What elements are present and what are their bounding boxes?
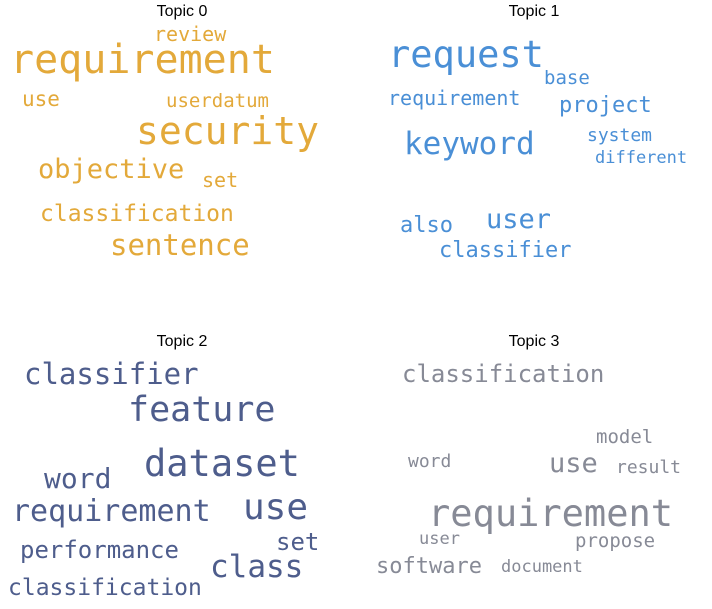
panel-title: Topic 1 xyxy=(508,3,560,20)
cloud-word: word xyxy=(408,451,452,472)
cloud-word: word xyxy=(44,462,112,495)
cloud-word: performance xyxy=(20,536,179,564)
cloud-word: classification xyxy=(8,575,202,601)
wordcloud-panel-topic-2: Topic 2 classifier feature dataset word use re… xyxy=(0,332,356,609)
cloud-word: system xyxy=(587,125,653,146)
cloud-word: requirement xyxy=(12,494,211,529)
cloud-word: requirement xyxy=(388,86,521,110)
cloud-word: request xyxy=(388,33,544,76)
cloud-word: software xyxy=(376,554,482,579)
cloud-word: different xyxy=(595,148,688,168)
cloud-word: model xyxy=(596,426,654,448)
cloud-word: sentence xyxy=(110,228,250,262)
panel-title: Topic 0 xyxy=(156,3,208,20)
cloud-word: use xyxy=(243,487,309,528)
cloud-word: base xyxy=(544,67,590,89)
cloud-word: class xyxy=(210,549,304,585)
cloud-word: review xyxy=(154,22,227,46)
panel-title: Topic 2 xyxy=(156,333,208,350)
wordcloud-panel-topic-1: Topic 1 request base requirement project keyw… xyxy=(356,0,712,277)
cloud-word: classifier xyxy=(439,238,572,263)
cloud-word: result xyxy=(616,457,682,478)
cloud-word: set xyxy=(276,528,320,556)
cloud-word: user xyxy=(486,204,552,235)
panel-title: Topic 3 xyxy=(508,333,560,350)
cloud-word: dataset xyxy=(144,442,300,485)
wordcloud-panel-topic-3: Topic 3 classification model word use result r… xyxy=(356,332,712,609)
cloud-word: project xyxy=(559,93,652,118)
cloud-word: classifier xyxy=(24,357,199,391)
cloud-word: keyword xyxy=(404,126,535,162)
cloud-word: security xyxy=(136,109,320,153)
cloud-word: userdatum xyxy=(166,90,269,112)
cloud-word: requirement xyxy=(10,37,275,83)
cloud-word: use xyxy=(549,448,598,479)
cloud-word: requirement xyxy=(428,492,674,535)
cloud-word: user xyxy=(419,529,460,549)
cloud-word: propose xyxy=(575,530,656,552)
cloud-word: classification xyxy=(402,360,605,388)
cloud-word: classification xyxy=(40,201,234,227)
wordcloud-panel-topic-0: Topic 0 review requirement use userdatum secu… xyxy=(0,0,356,277)
cloud-word: document xyxy=(501,557,583,577)
cloud-word: use xyxy=(22,87,60,111)
cloud-word: also xyxy=(400,213,453,238)
cloud-word: objective xyxy=(38,154,185,185)
cloud-word: set xyxy=(202,168,239,192)
cloud-word: feature xyxy=(128,390,276,430)
